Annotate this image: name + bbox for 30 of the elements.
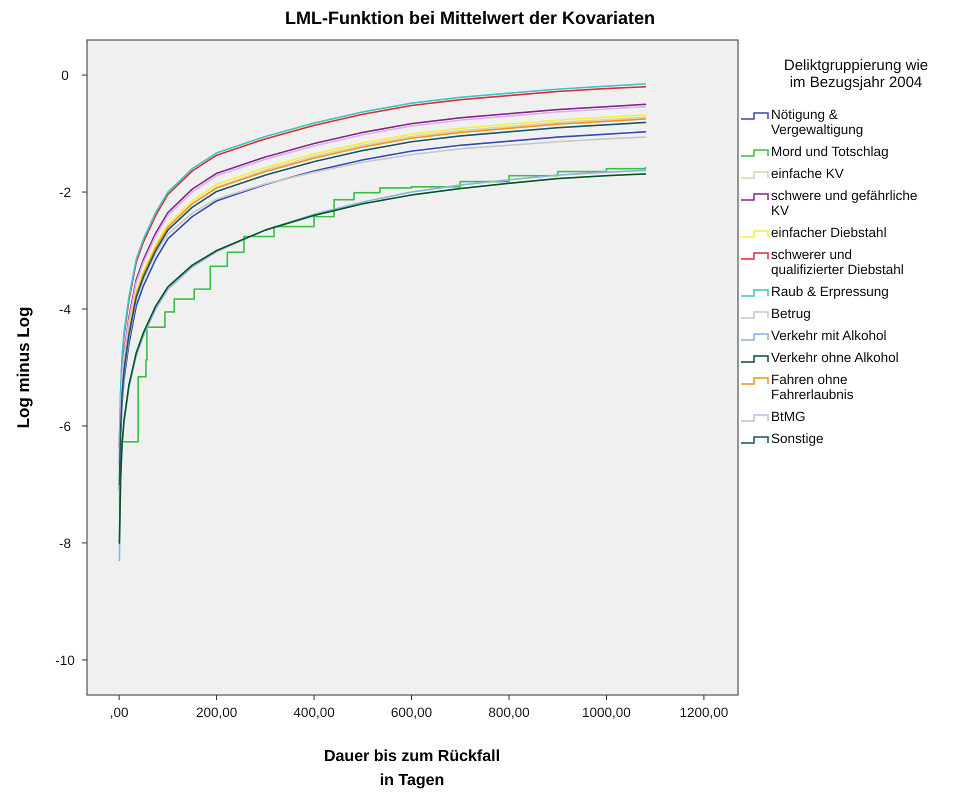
chart-title: LML-Funktion bei Mittelwert der Kovariaten	[284, 8, 656, 28]
legend-label: Raub & Erpressung	[771, 284, 889, 299]
y-tick-label: -6	[58, 418, 72, 434]
x-tick-label: ,00	[110, 705, 129, 720]
legend-label: Mord und Totschlag	[771, 144, 889, 159]
legend-label: Verkehr mit Alkohol	[771, 328, 887, 343]
x-tick-label: 1200,00	[679, 705, 728, 720]
legend-label: schwere und gefährliche KV	[771, 188, 918, 218]
y-axis-title: Log minus Log	[14, 306, 33, 428]
legend-label: Fahren ohne Fahrerlaubnis	[771, 372, 854, 402]
y-tick-label: -4	[58, 302, 72, 318]
x-tick-label: 800,00	[488, 705, 530, 720]
y-tick-label: 0	[61, 68, 69, 84]
legend-label: Verkehr ohne Alkohol	[771, 350, 899, 365]
legend-label: Betrug	[771, 306, 811, 321]
legend-label: schwerer und qualifizierter Diebstahl	[771, 247, 904, 277]
legend-label: einfache KV	[771, 166, 844, 181]
legend-title: Deliktgruppierung wie im Bezugsjahr 2004	[784, 57, 928, 91]
x-axis-title: Dauer bis zum Rückfall in Tagen	[324, 748, 500, 789]
y-tick-label: -8	[58, 536, 72, 551]
y-tick-label: -2	[58, 185, 72, 200]
x-tick-label: 1000,00	[582, 705, 631, 720]
legend-label: einfacher Diebstahl	[771, 225, 887, 240]
x-tick-label: 200,00	[196, 705, 238, 720]
legend-label: Nötigung & Vergewaltigung	[771, 107, 864, 137]
x-tick-label: 600,00	[390, 705, 432, 720]
legend-label: Sonstige	[771, 431, 824, 446]
x-tick-label: 400,00	[293, 705, 335, 720]
legend-label: BtMG	[771, 409, 806, 424]
y-tick-label: -10	[55, 652, 75, 668]
